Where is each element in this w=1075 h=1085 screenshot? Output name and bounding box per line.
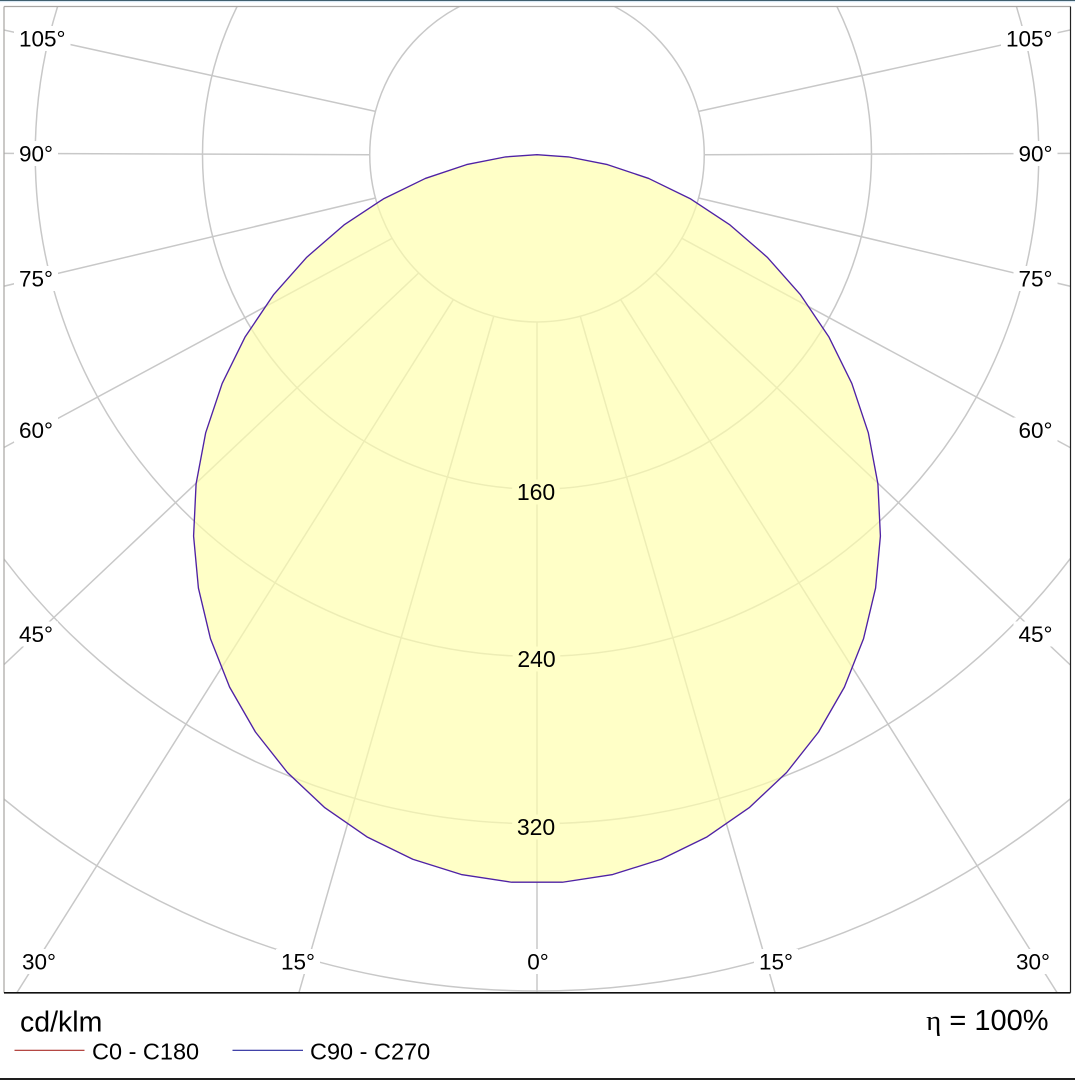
svg-text:105°: 105° xyxy=(19,27,66,52)
svg-text:15°: 15° xyxy=(759,950,793,975)
svg-text:90°: 90° xyxy=(1018,142,1052,167)
svg-text:C90 - C270: C90 - C270 xyxy=(310,1039,430,1065)
svg-text:75°: 75° xyxy=(19,267,53,292)
svg-text:75°: 75° xyxy=(1018,267,1052,292)
svg-text:C0 - C180: C0 - C180 xyxy=(92,1039,199,1065)
svg-text:240: 240 xyxy=(517,646,555,672)
svg-text:320: 320 xyxy=(517,814,555,840)
svg-text:90°: 90° xyxy=(19,142,53,167)
svg-text:45°: 45° xyxy=(19,622,53,647)
svg-text:cd/klm: cd/klm xyxy=(20,1007,102,1039)
svg-text:60°: 60° xyxy=(19,418,53,443)
svg-text:30°: 30° xyxy=(22,950,56,975)
svg-text:160: 160 xyxy=(517,479,555,505)
svg-text:60°: 60° xyxy=(1018,418,1052,443)
svg-text:105°: 105° xyxy=(1006,27,1053,52)
svg-text:15°: 15° xyxy=(281,950,315,975)
svg-text:45°: 45° xyxy=(1018,622,1052,647)
svg-text:30°: 30° xyxy=(1016,950,1050,975)
svg-text:η = 100%: η = 100% xyxy=(926,1005,1048,1037)
svg-text:0°: 0° xyxy=(527,950,549,975)
